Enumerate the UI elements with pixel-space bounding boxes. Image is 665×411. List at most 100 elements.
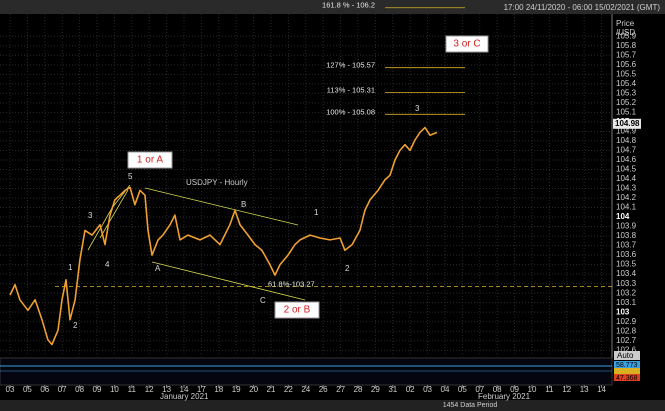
annotation: 3 or C xyxy=(453,39,480,50)
y-tick-label: 104.1 xyxy=(616,203,637,212)
y-tick-label: 105.9 xyxy=(616,31,637,40)
annotation: 1 or A xyxy=(137,155,163,166)
x-tick-label: 12 xyxy=(562,385,571,394)
x-tick-label: 19 xyxy=(232,385,241,394)
annotation-box xyxy=(445,35,489,53)
y-tick-label: 102.7 xyxy=(616,336,637,345)
y-tick-label: 103.7 xyxy=(616,241,637,250)
indicator-pane xyxy=(0,357,613,386)
wave-label: B xyxy=(241,200,246,209)
x-tick-label: 18 xyxy=(214,385,223,394)
annotation-box xyxy=(127,151,173,169)
x-tick-label: 12 xyxy=(145,385,154,394)
last-price-tag xyxy=(613,118,641,129)
indicator-tag xyxy=(614,368,640,374)
trend-line xyxy=(99,189,129,239)
x-tick-label: 07 xyxy=(58,385,67,394)
y-tick-label: 103.3 xyxy=(616,279,637,288)
y-tick-label: 103.9 xyxy=(616,222,637,231)
chart-title: USDJPY - Hourly xyxy=(186,178,248,187)
x-tick-label: 28 xyxy=(354,385,363,394)
y-tick-label: 102.8 xyxy=(616,326,637,335)
y-axis-label: /USD xyxy=(616,28,635,37)
x-tick-label: 24 xyxy=(301,385,310,394)
trend-line xyxy=(144,187,299,226)
y-tick-label: 103.8 xyxy=(616,231,637,240)
y-tick-label: 103.4 xyxy=(616,269,637,278)
x-tick-label: 13 xyxy=(162,385,171,394)
x-tick-label: 05 xyxy=(458,385,467,394)
x-tick-label: 22 xyxy=(284,385,293,394)
y-tick-label: 104.8 xyxy=(616,136,637,145)
y-tick-label: 103.1 xyxy=(616,298,637,307)
header: 17:00 24/11/2020 - 06:00 15/02/2021 (GMT… xyxy=(504,3,661,12)
month-label: February 2021 xyxy=(478,392,531,401)
fib-label: 113% - 105.31 xyxy=(327,85,375,94)
x-tick-label: 02 xyxy=(406,385,415,394)
y-tick-label: 105.1 xyxy=(616,107,637,116)
indicator-tag xyxy=(614,361,640,368)
x-tick-label: 31 xyxy=(388,385,397,394)
fib-label: 161.8 % - 106.2 xyxy=(322,1,375,10)
wave-label: 2 xyxy=(73,321,78,330)
header-bar xyxy=(0,0,665,14)
month-label: January 2021 xyxy=(160,392,209,401)
indicator-label: 47.368 xyxy=(616,375,638,382)
x-tick-label: 11 xyxy=(545,385,554,394)
auto-label[interactable]: Auto xyxy=(617,351,634,360)
x-tick-label: 29 xyxy=(371,385,380,394)
x-tick-label: 17 xyxy=(197,385,206,394)
y-tick-label: 104.2 xyxy=(616,193,637,202)
x-tick-label: 13 xyxy=(580,385,589,394)
wave-label: 4 xyxy=(105,260,110,269)
data-period: 1454 Data Period xyxy=(443,402,498,409)
y-tick-label: 103.5 xyxy=(616,260,637,269)
indicator-label: 58.773 xyxy=(616,362,638,369)
y-tick-label: 105.8 xyxy=(616,41,637,50)
fib-label: 100% - 105.08 xyxy=(326,107,375,116)
x-tick-label: 09 xyxy=(93,385,102,394)
y-tick-label: 104.3 xyxy=(616,184,637,193)
annotation-box xyxy=(274,301,320,319)
wave-label: C xyxy=(260,296,266,305)
x-tick-label: 21 xyxy=(267,385,276,394)
x-tick-label: 05 xyxy=(23,385,32,394)
x-tick-label: 04 xyxy=(441,385,450,394)
wave-label: 5 xyxy=(128,172,133,181)
y-tick-label: 102.6 xyxy=(616,345,637,354)
x-tick-label: 11 xyxy=(128,385,137,394)
x-tick-label: 27 xyxy=(336,385,345,394)
auto-button[interactable] xyxy=(614,351,640,360)
y-tick-label: 103.2 xyxy=(616,288,637,297)
status-bar xyxy=(0,400,665,411)
fib-label: 127% - 105.57 xyxy=(326,61,375,70)
retracement-label: 61.8%-103.27 xyxy=(268,279,315,288)
y-tick-label: 105.7 xyxy=(616,50,637,59)
wave-label: 1 xyxy=(68,263,73,272)
x-tick-label: 10 xyxy=(528,385,537,394)
x-tick-label: 06 xyxy=(40,385,49,394)
y-tick-label: 104.6 xyxy=(616,155,637,164)
wave-label: 3 xyxy=(88,211,93,220)
y-tick-label: 103.6 xyxy=(616,250,637,259)
indicator-tag xyxy=(614,374,640,381)
annotation: 2 or B xyxy=(284,305,311,316)
x-tick-label: 08 xyxy=(493,385,502,394)
wave-label: 2 xyxy=(345,264,350,273)
y-tick-label: 105.3 xyxy=(616,88,637,97)
wave-label: 3 xyxy=(415,104,420,113)
y-tick-label: 105.2 xyxy=(616,98,637,107)
y-tick-label: 105.4 xyxy=(616,79,637,88)
x-tick-label: 26 xyxy=(319,385,328,394)
y-axis-label: Price xyxy=(616,19,635,28)
last-price-label: 104.98 xyxy=(615,119,640,128)
y-tick-label: 104.7 xyxy=(616,146,637,155)
y-tick-label: 102.9 xyxy=(616,317,637,326)
x-tick-label: 20 xyxy=(249,385,258,394)
x-tick-label: 14 xyxy=(180,385,189,394)
y-tick-label: 104.5 xyxy=(616,165,637,174)
trend-line xyxy=(151,261,306,301)
x-tick-label: 08 xyxy=(75,385,84,394)
